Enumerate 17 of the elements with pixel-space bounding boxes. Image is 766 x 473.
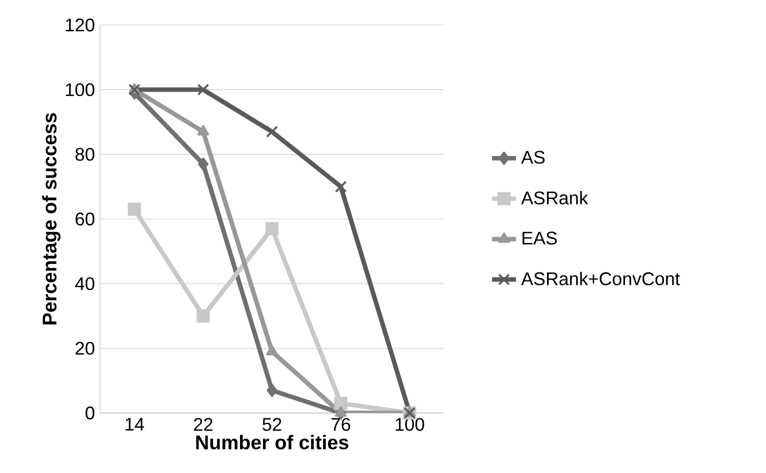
y-tick-label: 0 xyxy=(86,406,94,420)
legend-label: AS xyxy=(521,150,545,164)
x-axis-title: Number of cities xyxy=(196,434,348,450)
legend-label: ASRank+ConvCont xyxy=(521,272,680,286)
x-tick-label: 14 xyxy=(126,418,144,431)
legend-label: EAS xyxy=(522,232,557,245)
x-tick-label: 52 xyxy=(262,418,282,431)
legend-label: ASRank xyxy=(521,190,588,204)
y-tick-label: 60 xyxy=(76,212,94,226)
x-tick-label: 76 xyxy=(332,418,350,431)
y-tick-label: 100 xyxy=(66,83,94,96)
y-tick-label: 80 xyxy=(76,148,94,161)
x-tick-label: 22 xyxy=(194,418,212,431)
y-tick-label: 40 xyxy=(75,277,94,290)
y-tick-label: 20 xyxy=(76,342,94,355)
y-axis-title: Percentage of success xyxy=(42,113,61,324)
y-tick-label: 120 xyxy=(66,18,94,32)
